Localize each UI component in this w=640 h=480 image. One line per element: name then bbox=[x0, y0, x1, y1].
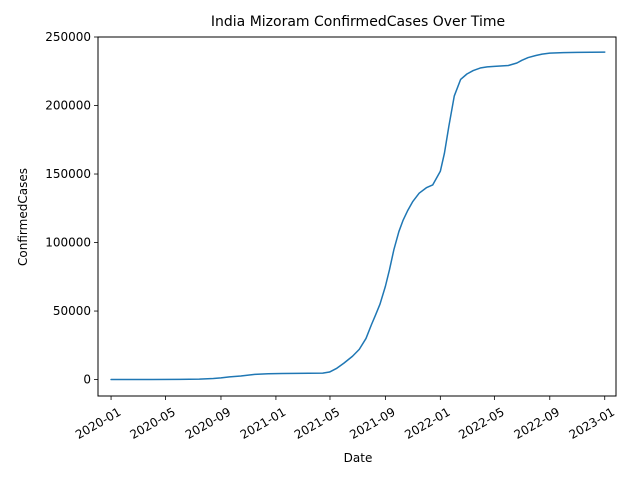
y-tick-label: 250000 bbox=[45, 30, 91, 44]
x-axis-label: Date bbox=[344, 451, 373, 465]
y-axis-ticks: 0 50000 100000 150000 200000 250000 bbox=[45, 30, 98, 387]
y-tick-label: 100000 bbox=[45, 236, 91, 250]
y-tick-label: 0 bbox=[83, 373, 91, 387]
series-line-confirmed-cases bbox=[110, 51, 606, 381]
y-axis-label: ConfirmedCases bbox=[16, 168, 30, 266]
y-tick-label: 50000 bbox=[53, 304, 91, 318]
axes-frame bbox=[97, 36, 617, 397]
plot-area bbox=[110, 51, 606, 381]
y-tick-label: 150000 bbox=[45, 167, 91, 181]
chart-title: India Mizoram ConfirmedCases Over Time bbox=[211, 14, 505, 30]
y-tick-label: 200000 bbox=[45, 99, 91, 113]
